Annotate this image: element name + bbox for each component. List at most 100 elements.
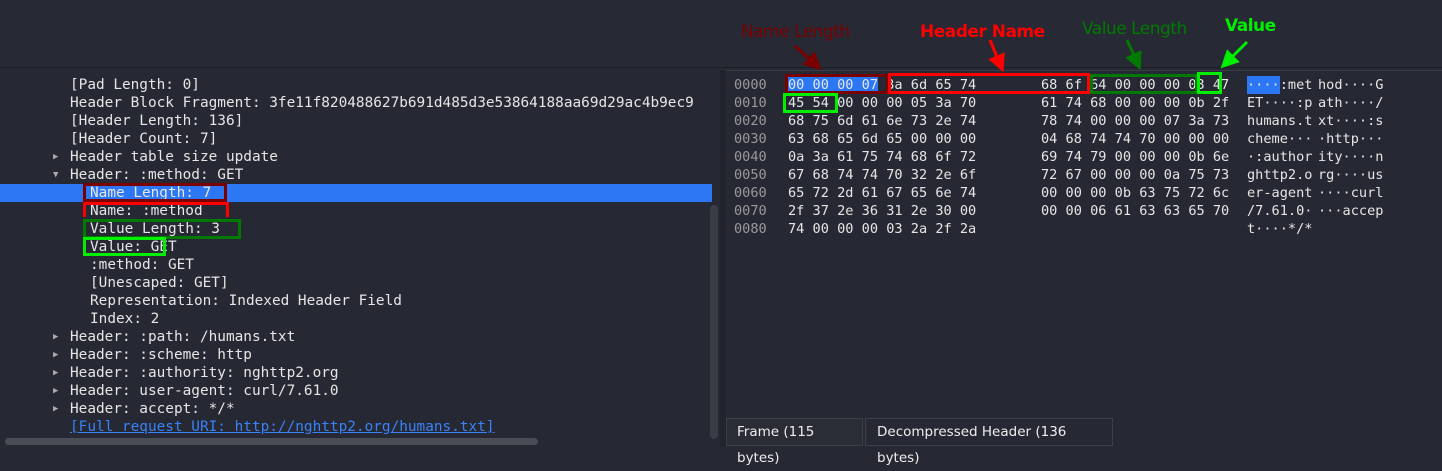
expanded-triangle-icon[interactable]: ▼ [53, 170, 59, 180]
tree-row-label: Header: user-agent: curl/7.61.0 [70, 383, 339, 399]
arrow-value [1220, 40, 1249, 69]
full-request-uri-link[interactable]: [Full request URI: http://nghttp2.org/hu… [70, 419, 495, 435]
tree-row-label: :method: GET [90, 257, 194, 273]
tree-row[interactable]: [Full request URI: http://nghttp2.org/hu… [0, 418, 712, 436]
tree-row-label: Header table size update [70, 149, 278, 165]
tree-row[interactable]: [Pad Length: 0] [0, 76, 712, 94]
ascii-bytes[interactable]: ity····n [1318, 149, 1384, 165]
ascii-bytes[interactable]: ···accep [1318, 203, 1384, 219]
hex-bytes[interactable]: 00 00 06 61 63 63 65 70 [1041, 203, 1230, 219]
hex-offset: 0010 [734, 95, 767, 111]
ascii-bytes[interactable]: xt····:s [1318, 113, 1384, 129]
ascii-bytes[interactable]: humans.t [1247, 113, 1313, 129]
collapsed-triangle-icon[interactable]: ▶ [53, 404, 59, 414]
annotation-header-name: Header Name [920, 22, 1045, 42]
ascii-bytes[interactable]: ET····:p [1247, 95, 1313, 111]
tree-row-label: [Header Count: 7] [70, 131, 218, 147]
arrow-name-length [793, 44, 822, 71]
tree-row[interactable]: Name Length: 7 [0, 184, 712, 202]
selected-bytes-highlight [788, 76, 878, 94]
tree-row[interactable]: :method: GET [0, 256, 712, 274]
tree-row[interactable]: ▶ Header: accept: */* [0, 400, 712, 418]
hex-bytes[interactable]: 2f 37 2e 36 31 2e 30 00 [788, 203, 977, 219]
hex-bytes[interactable]: 72 67 00 00 00 0a 75 73 [1041, 167, 1230, 183]
tree-row[interactable]: [Header Length: 136] [0, 112, 712, 130]
tree-row-label: Header: :path: /humans.txt [70, 329, 296, 345]
horizontal-scrollbar[interactable] [5, 438, 538, 445]
ascii-bytes[interactable]: hod····G [1318, 77, 1384, 93]
tree-row[interactable]: ▶ Header: user-agent: curl/7.61.0 [0, 382, 712, 400]
hex-bytes[interactable]: 00 00 00 07 3a 6d 65 74 [788, 77, 977, 93]
tree-row[interactable]: Name: :method [0, 202, 712, 220]
tree-row-label: Header: accept: */* [70, 401, 235, 417]
collapsed-triangle-icon[interactable]: ▶ [53, 350, 59, 360]
tree-row[interactable]: ▶ Header: :scheme: http [0, 346, 712, 364]
ascii-bytes[interactable]: cheme··· [1247, 131, 1313, 147]
tree-row[interactable]: Representation: Indexed Header Field [0, 292, 712, 310]
packet-details-tree[interactable]: [Pad Length: 0] Header Block Fragment: 3f… [0, 70, 720, 447]
hex-offset: 0020 [734, 113, 767, 129]
hex-bytes[interactable]: 65 72 2d 61 67 65 6e 74 [788, 185, 977, 201]
toolbar-area [0, 0, 1442, 68]
hex-bytes[interactable]: 74 00 00 00 03 2a 2f 2a [788, 221, 977, 237]
hex-offset: 0060 [734, 185, 767, 201]
hex-offset: 0030 [734, 131, 767, 147]
hex-bytes[interactable]: 68 75 6d 61 6e 73 2e 74 [788, 113, 977, 129]
bytes-tabs: Frame (115 bytes) Decompressed Header (1… [726, 416, 1442, 466]
ascii-bytes[interactable]: rg····us [1318, 167, 1384, 183]
tree-row[interactable]: [Unescaped: GET] [0, 274, 712, 292]
hex-bytes[interactable]: 00 00 00 0b 63 75 72 6c [1041, 185, 1230, 201]
hex-bytes[interactable]: 68 6f 64 00 00 00 03 47 [1041, 77, 1230, 93]
tree-row[interactable]: Index: 2 [0, 310, 712, 328]
annotation-arrows [793, 39, 1249, 73]
packet-bytes-pane[interactable]: 0000 00 00 00 07 3a 6d 65 74 68 6f 64 00 0… [726, 70, 1442, 415]
tree-row-label: Header: :scheme: http [70, 347, 252, 363]
tree-row[interactable]: Header Block Fragment: 3fe11f820488627b6… [0, 94, 712, 112]
hex-bytes[interactable]: 04 68 74 74 70 00 00 00 [1041, 131, 1230, 147]
tree-row-label: [Header Length: 136] [70, 113, 244, 129]
hex-bytes[interactable]: 78 74 00 00 00 07 3a 73 [1041, 113, 1230, 129]
hex-offset: 0080 [734, 221, 767, 237]
arrow-value-length [1125, 39, 1142, 71]
tree-row[interactable]: [Header Count: 7] [0, 130, 712, 148]
hex-bytes[interactable]: 69 74 79 00 00 00 0b 6e [1041, 149, 1230, 165]
hex-bytes[interactable]: 63 68 65 6d 65 00 00 00 [788, 131, 977, 147]
hex-bytes[interactable]: 61 74 68 00 00 00 0b 2f [1041, 95, 1230, 111]
ascii-bytes[interactable]: er-agent [1247, 185, 1313, 201]
ascii-bytes[interactable]: /7.61.0· [1247, 203, 1313, 219]
ascii-bytes[interactable]: ·http··· [1318, 131, 1384, 147]
tree-row[interactable]: Value Length: 3 [0, 220, 712, 238]
tree-row-label: Header: :authority: nghttp2.org [70, 365, 339, 381]
hex-bytes[interactable]: 0a 3a 61 75 74 68 6f 72 [788, 149, 977, 165]
tree-row-label: Name: :method [90, 203, 203, 219]
pane-splitter[interactable] [720, 70, 726, 447]
collapsed-triangle-icon[interactable]: ▶ [53, 332, 59, 342]
hex-bytes[interactable]: 67 68 74 74 70 32 2e 6f [788, 167, 977, 183]
ascii-bytes[interactable]: ghttp2.o [1247, 167, 1313, 183]
ascii-bytes[interactable]: ····:met [1247, 77, 1313, 93]
ascii-bytes[interactable]: ath····/ [1318, 95, 1384, 111]
annotation-name-length: Name Length [741, 22, 850, 42]
collapsed-triangle-icon[interactable]: ▶ [53, 152, 59, 162]
ascii-bytes[interactable]: t····*/* [1247, 221, 1313, 237]
tree-row-label: Header: :method: GET [70, 167, 244, 183]
tree-row-label: [Unescaped: GET] [90, 275, 229, 291]
collapsed-triangle-icon[interactable]: ▶ [53, 368, 59, 378]
tree-row-label: Name Length: 7 [90, 185, 212, 201]
tree-row[interactable]: ▶ Header: :path: /humans.txt [0, 328, 712, 346]
hex-offset: 0000 [734, 77, 767, 93]
hex-bytes[interactable]: 45 54 00 00 00 05 3a 70 [788, 95, 977, 111]
tree-row-label: Header Block Fragment: 3fe11f820488627b6… [70, 95, 694, 111]
tree-row-label: Value Length: 3 [90, 221, 220, 237]
collapsed-triangle-icon[interactable]: ▶ [53, 386, 59, 396]
tree-row[interactable]: ▶ Header table size update [0, 148, 712, 166]
ascii-bytes[interactable]: ····curl [1318, 185, 1384, 201]
tab-decompressed-header[interactable]: Decompressed Header (136 bytes) [865, 418, 1113, 466]
tree-row[interactable]: ▼ Header: :method: GET [0, 166, 712, 184]
arrow-header-name [988, 39, 1005, 73]
annotation-value: Value [1225, 16, 1276, 36]
tree-row[interactable]: ▶ Header: :authority: nghttp2.org [0, 364, 712, 382]
hex-offset: 0050 [734, 167, 767, 183]
vertical-scrollbar[interactable] [710, 205, 718, 439]
ascii-bytes[interactable]: ·:author [1247, 149, 1313, 165]
